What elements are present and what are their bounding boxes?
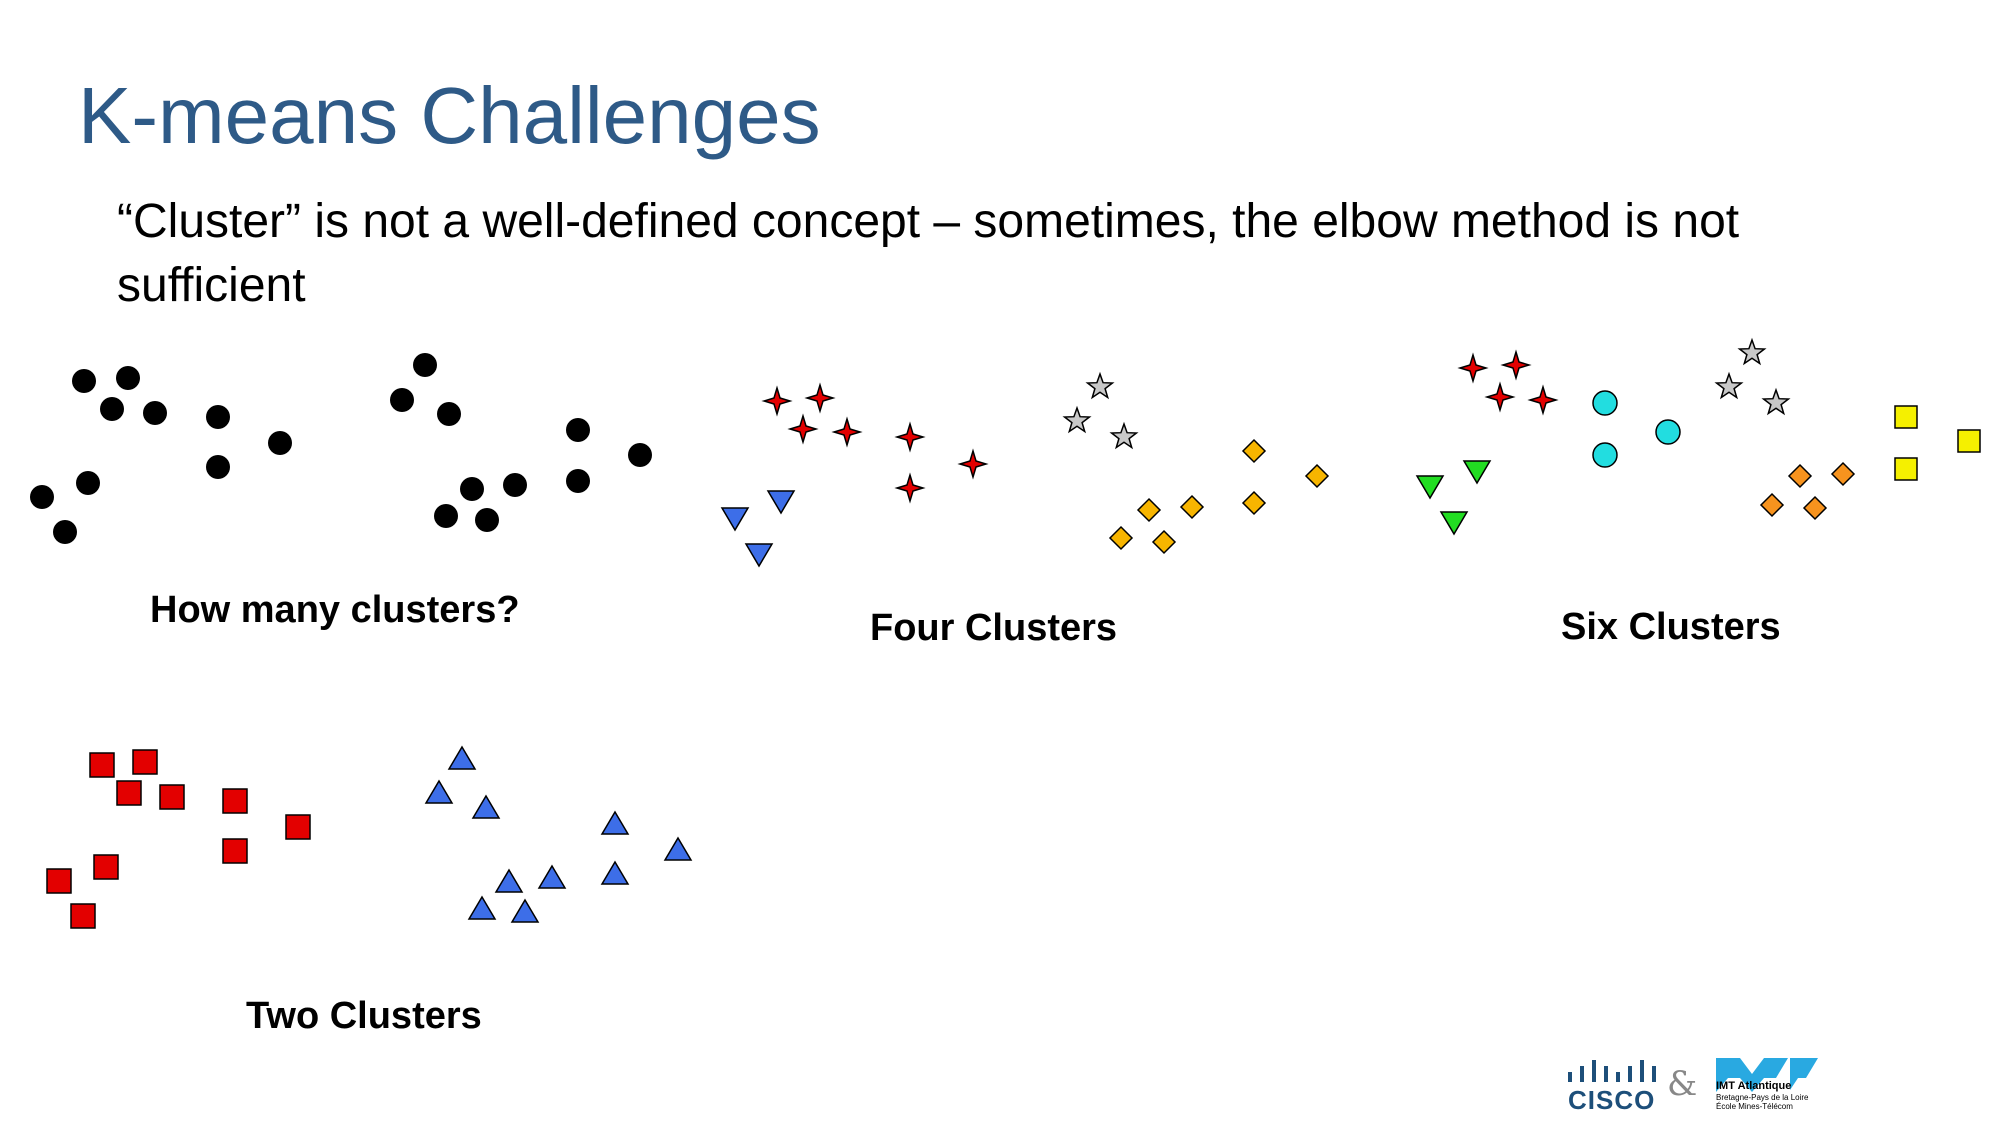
point-star4 — [1457, 352, 1489, 384]
point-dot — [413, 353, 437, 377]
slide-title: K-means Challenges — [78, 71, 821, 160]
point-square — [222, 838, 248, 864]
point-star5 — [1737, 337, 1767, 366]
point-triangle-up — [424, 779, 454, 804]
point-diamond — [1108, 525, 1134, 551]
point-dot — [566, 469, 590, 493]
point-triangle-down — [766, 490, 796, 515]
point-diamond — [1304, 463, 1330, 489]
point-star4 — [804, 382, 836, 414]
panel-how-many-clusters-points — [30, 353, 652, 544]
point-triangle-up — [494, 868, 524, 893]
point-dot — [76, 471, 100, 495]
point-star4 — [1500, 349, 1532, 381]
panel-two-clusters-points — [46, 745, 693, 929]
point-circle — [1592, 390, 1618, 416]
point-triangle-up — [467, 895, 497, 920]
imt-logo-subtitle-line1: Bretagne-Pays de la Loire — [1716, 1093, 1809, 1102]
point-square — [93, 854, 119, 880]
point-square — [222, 788, 248, 814]
point-square — [159, 784, 185, 810]
point-triangle-up — [663, 836, 693, 861]
point-diamond — [1787, 463, 1813, 489]
point-square — [285, 814, 311, 840]
cisco-logo-text: CISCO — [1568, 1085, 1656, 1115]
panel-six-clusters-points — [1415, 337, 1981, 536]
point-star4 — [894, 421, 926, 453]
point-diamond — [1179, 494, 1205, 520]
point-star4 — [1484, 381, 1516, 413]
point-dot — [30, 485, 54, 509]
point-square — [70, 903, 96, 929]
point-diamond — [1759, 492, 1785, 518]
point-dot — [53, 520, 77, 544]
point-square — [132, 749, 158, 775]
point-star5 — [1109, 421, 1139, 450]
point-square — [1894, 457, 1918, 481]
caption-how-many-clusters: How many clusters? — [150, 589, 520, 631]
point-diamond — [1151, 529, 1177, 555]
slide-body-text: “Cluster” is not a well-defined concept … — [117, 195, 1740, 312]
point-diamond — [1830, 461, 1856, 487]
point-dot — [434, 504, 458, 528]
point-triangle-up — [537, 864, 567, 889]
point-dot — [437, 402, 461, 426]
point-triangle-down — [1439, 511, 1469, 536]
point-square — [1957, 429, 1981, 453]
point-dot — [503, 473, 527, 497]
caption-two-clusters: Two Clusters — [246, 995, 482, 1037]
point-square — [1894, 405, 1918, 429]
point-triangle-up — [447, 745, 477, 770]
cisco-logo-bars — [1568, 1060, 1656, 1082]
point-dot — [72, 369, 96, 393]
point-triangle-up — [471, 794, 501, 819]
point-dot — [100, 397, 124, 421]
point-dot — [143, 401, 167, 425]
point-star4 — [894, 472, 926, 504]
point-diamond — [1241, 490, 1267, 516]
panel-four-clusters-points — [720, 371, 1330, 568]
point-triangle-up — [600, 810, 630, 835]
point-dot — [390, 388, 414, 412]
point-circle — [1655, 419, 1681, 445]
point-dot — [460, 477, 484, 501]
logo-ampersand: & — [1667, 1064, 1698, 1104]
point-triangle-up — [510, 898, 540, 923]
point-star5 — [1062, 405, 1092, 434]
point-dot — [475, 508, 499, 532]
caption-four-clusters: Four Clusters — [870, 607, 1118, 649]
point-star4 — [831, 416, 863, 448]
point-diamond — [1241, 438, 1267, 464]
point-square — [89, 752, 115, 778]
point-star4 — [957, 448, 989, 480]
point-dot — [206, 455, 230, 479]
point-star4 — [761, 385, 793, 417]
point-square — [116, 780, 142, 806]
point-dot — [116, 366, 140, 390]
point-diamond — [1802, 495, 1828, 521]
point-dot — [206, 405, 230, 429]
point-star5 — [1714, 371, 1744, 400]
point-star5 — [1085, 371, 1115, 400]
point-square — [46, 868, 72, 894]
point-triangle-down — [744, 543, 774, 568]
point-star4 — [787, 413, 819, 445]
imt-logo-subtitle: Bretagne-Pays de la Loire École Mines-Té… — [1716, 1093, 1809, 1111]
point-circle — [1592, 442, 1618, 468]
point-triangle-down — [720, 507, 750, 532]
point-diamond — [1136, 497, 1162, 523]
imt-logo-subtitle-line2: École Mines-Télécom — [1716, 1102, 1793, 1111]
point-dot — [566, 418, 590, 442]
point-star5 — [1761, 387, 1791, 416]
point-triangle-up — [600, 860, 630, 885]
imt-logo-name: IMT Atlantique — [1716, 1080, 1792, 1092]
point-triangle-down — [1462, 460, 1492, 485]
caption-six-clusters: Six Clusters — [1561, 606, 1781, 648]
point-triangle-down — [1415, 475, 1445, 500]
imt-logo-mark — [1716, 1058, 1818, 1092]
point-dot — [268, 431, 292, 455]
point-star4 — [1527, 384, 1559, 416]
point-dot — [628, 443, 652, 467]
